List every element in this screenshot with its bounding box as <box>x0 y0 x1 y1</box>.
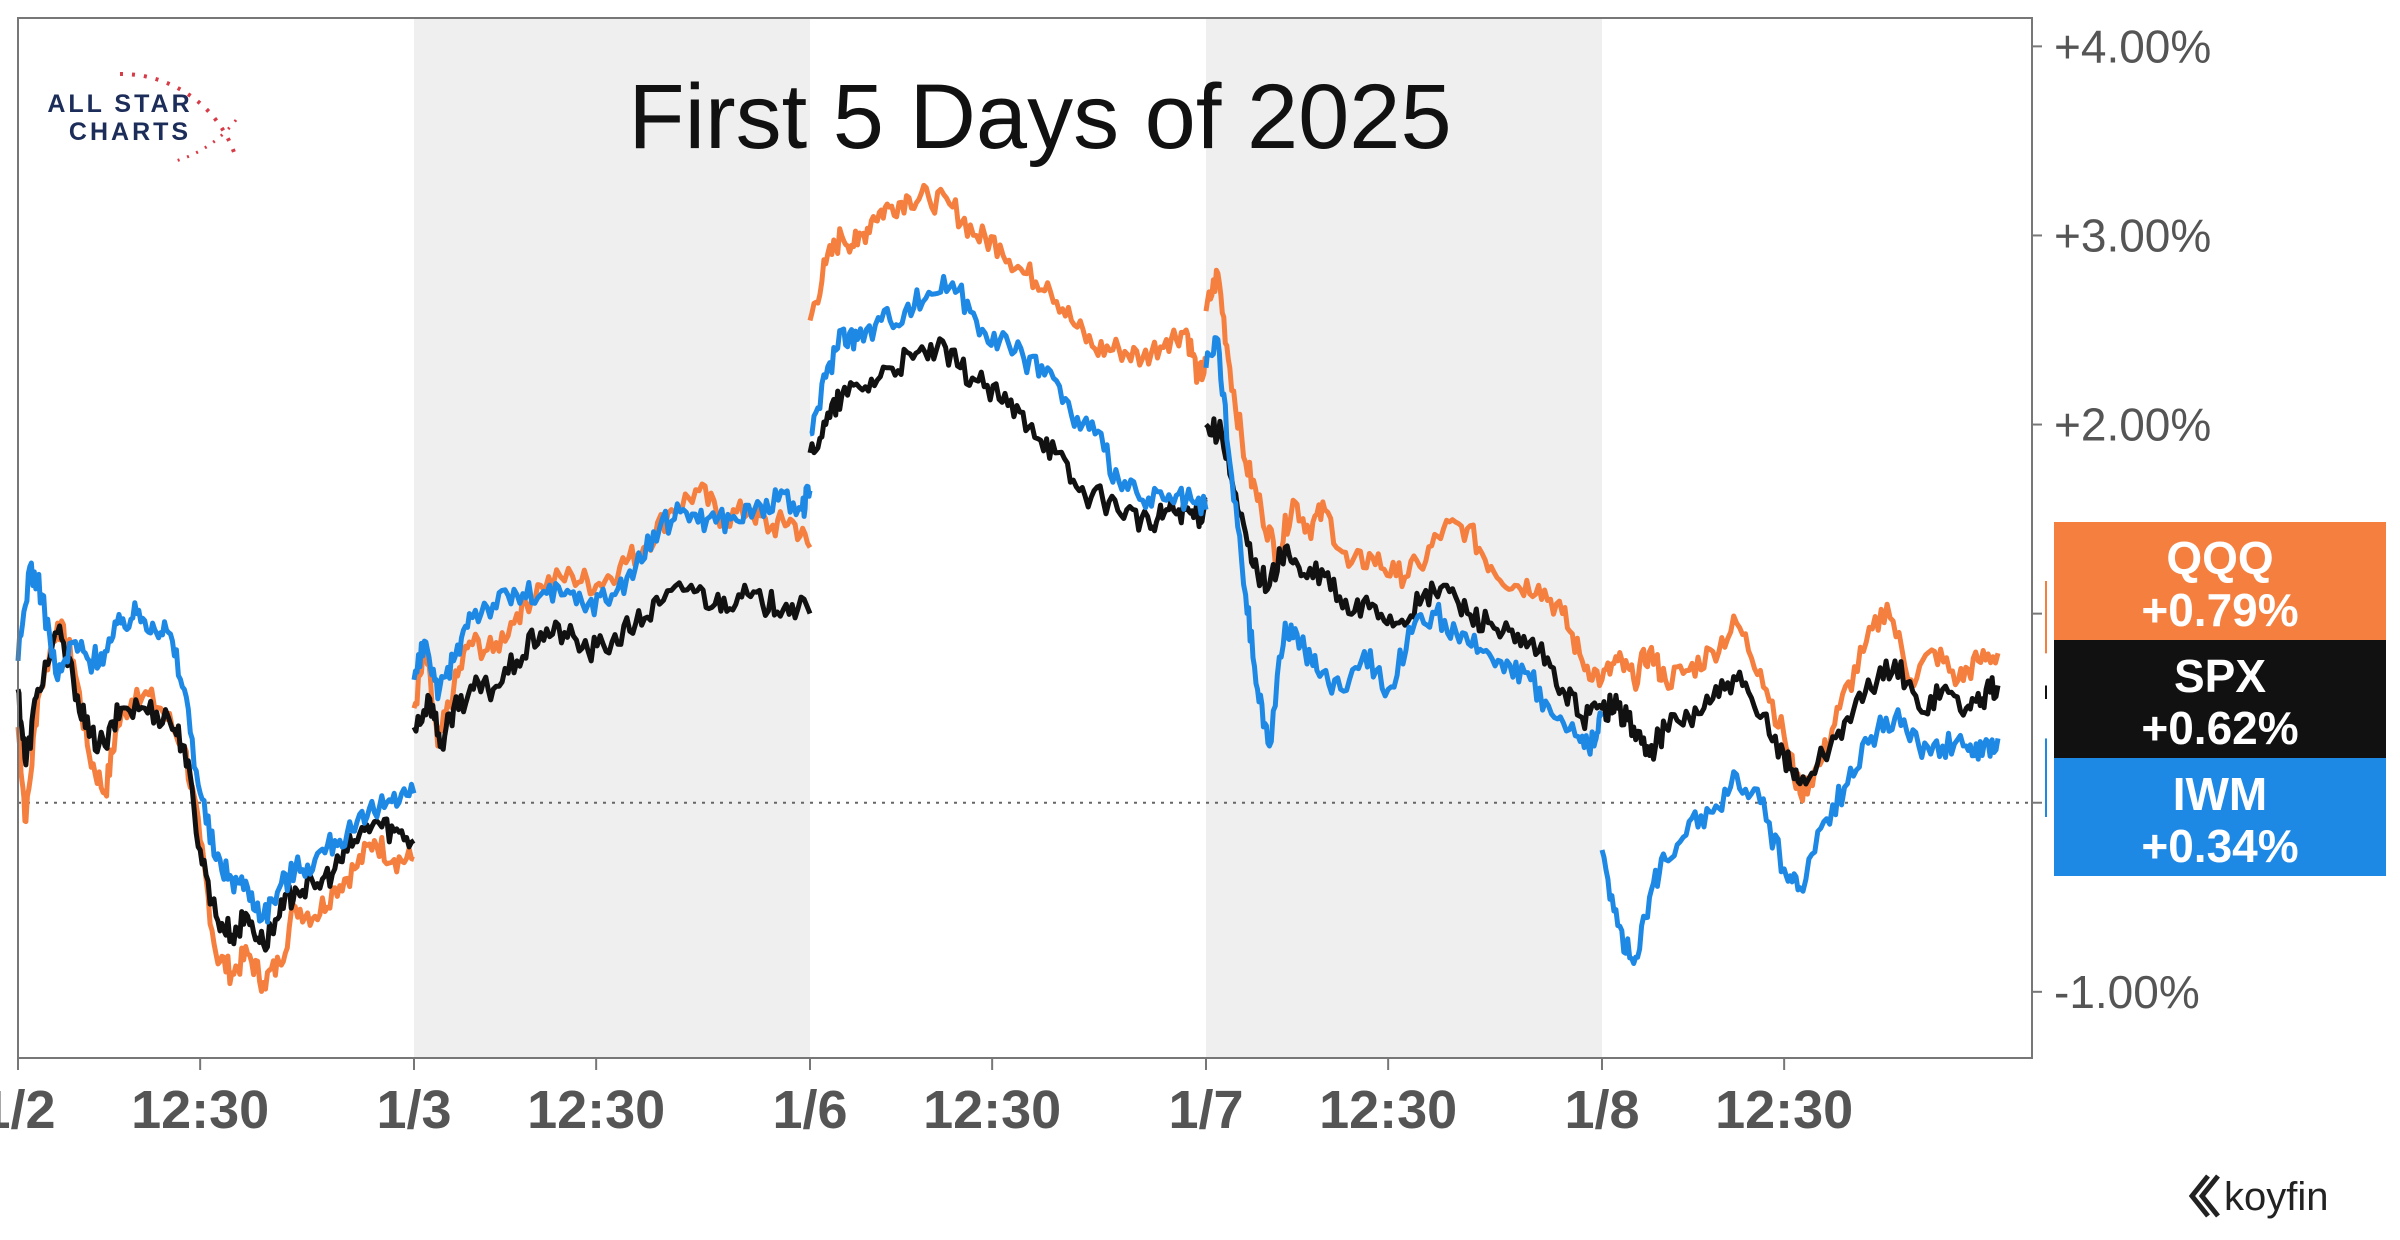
brand-name: koyfin <box>2224 1175 2329 1219</box>
x-tick-label: 12:30 <box>1319 1080 1457 1140</box>
koyfin-logo-icon <box>2188 1174 2220 1218</box>
x-axis: 1/2 12:30 1/3 12:30 1/6 12:30 1/7 12:30 1/8 12:30 <box>0 1058 1853 1140</box>
y-tick-label: -1.00% <box>2054 966 2200 1018</box>
logo-star-arc <box>119 71 238 159</box>
last-value-tags: QQQ+0.79%SPX+0.62%IWM+0.34% <box>2045 522 2386 876</box>
tag-value: +0.62% <box>2141 702 2298 754</box>
x-tick-label: 1/2 <box>0 1080 56 1140</box>
x-tick-label: 1/8 <box>1564 1080 1639 1140</box>
all-star-charts-logo: ALL STAR CHARTS <box>47 71 238 164</box>
series-line-qqq <box>15 182 2001 994</box>
logo-line-2: CHARTS <box>69 118 191 146</box>
tag-symbol: SPX <box>2174 650 2266 702</box>
chart-title: First 5 Days of 2025 <box>628 66 1451 168</box>
koyfin-brand: koyfin <box>2188 1174 2329 1219</box>
series-line-iwm <box>15 273 2001 966</box>
last-value-tag-qqq: QQQ+0.79% <box>2045 522 2386 654</box>
tag-symbol: QQQ <box>2166 532 2273 584</box>
y-tick-label: +2.00% <box>2054 399 2211 451</box>
series-lines <box>15 182 2001 994</box>
tag-background <box>2054 758 2386 876</box>
tag-value: +0.79% <box>2141 584 2298 636</box>
tag-background <box>2054 522 2386 640</box>
x-tick-label: 12:30 <box>1715 1080 1853 1140</box>
logo-line-1: ALL STAR <box>47 90 192 118</box>
x-tick-label: 1/3 <box>376 1080 451 1140</box>
last-value-tag-spx: SPX+0.62% <box>2045 640 2386 758</box>
series-line-spx <box>15 336 2001 953</box>
day-shading <box>414 18 1602 1058</box>
tag-symbol: IWM <box>2173 768 2268 820</box>
tag-background <box>2054 640 2386 758</box>
x-tick-label: 12:30 <box>131 1080 269 1140</box>
last-value-tag-iwm: IWM+0.34% <box>2045 738 2386 876</box>
shaded-day-0 <box>414 18 810 1058</box>
x-tick-label: 1/6 <box>772 1080 847 1140</box>
x-tick-label: 12:30 <box>923 1080 1061 1140</box>
tag-value: +0.34% <box>2141 820 2298 872</box>
y-tick-label: +4.00% <box>2054 20 2211 72</box>
x-tick-label: 1/7 <box>1168 1080 1243 1140</box>
x-tick-label: 12:30 <box>527 1080 665 1140</box>
logo-dot-arc <box>171 119 238 164</box>
plot-frame <box>17 17 2033 1059</box>
y-tick-label: +3.00% <box>2054 209 2211 261</box>
